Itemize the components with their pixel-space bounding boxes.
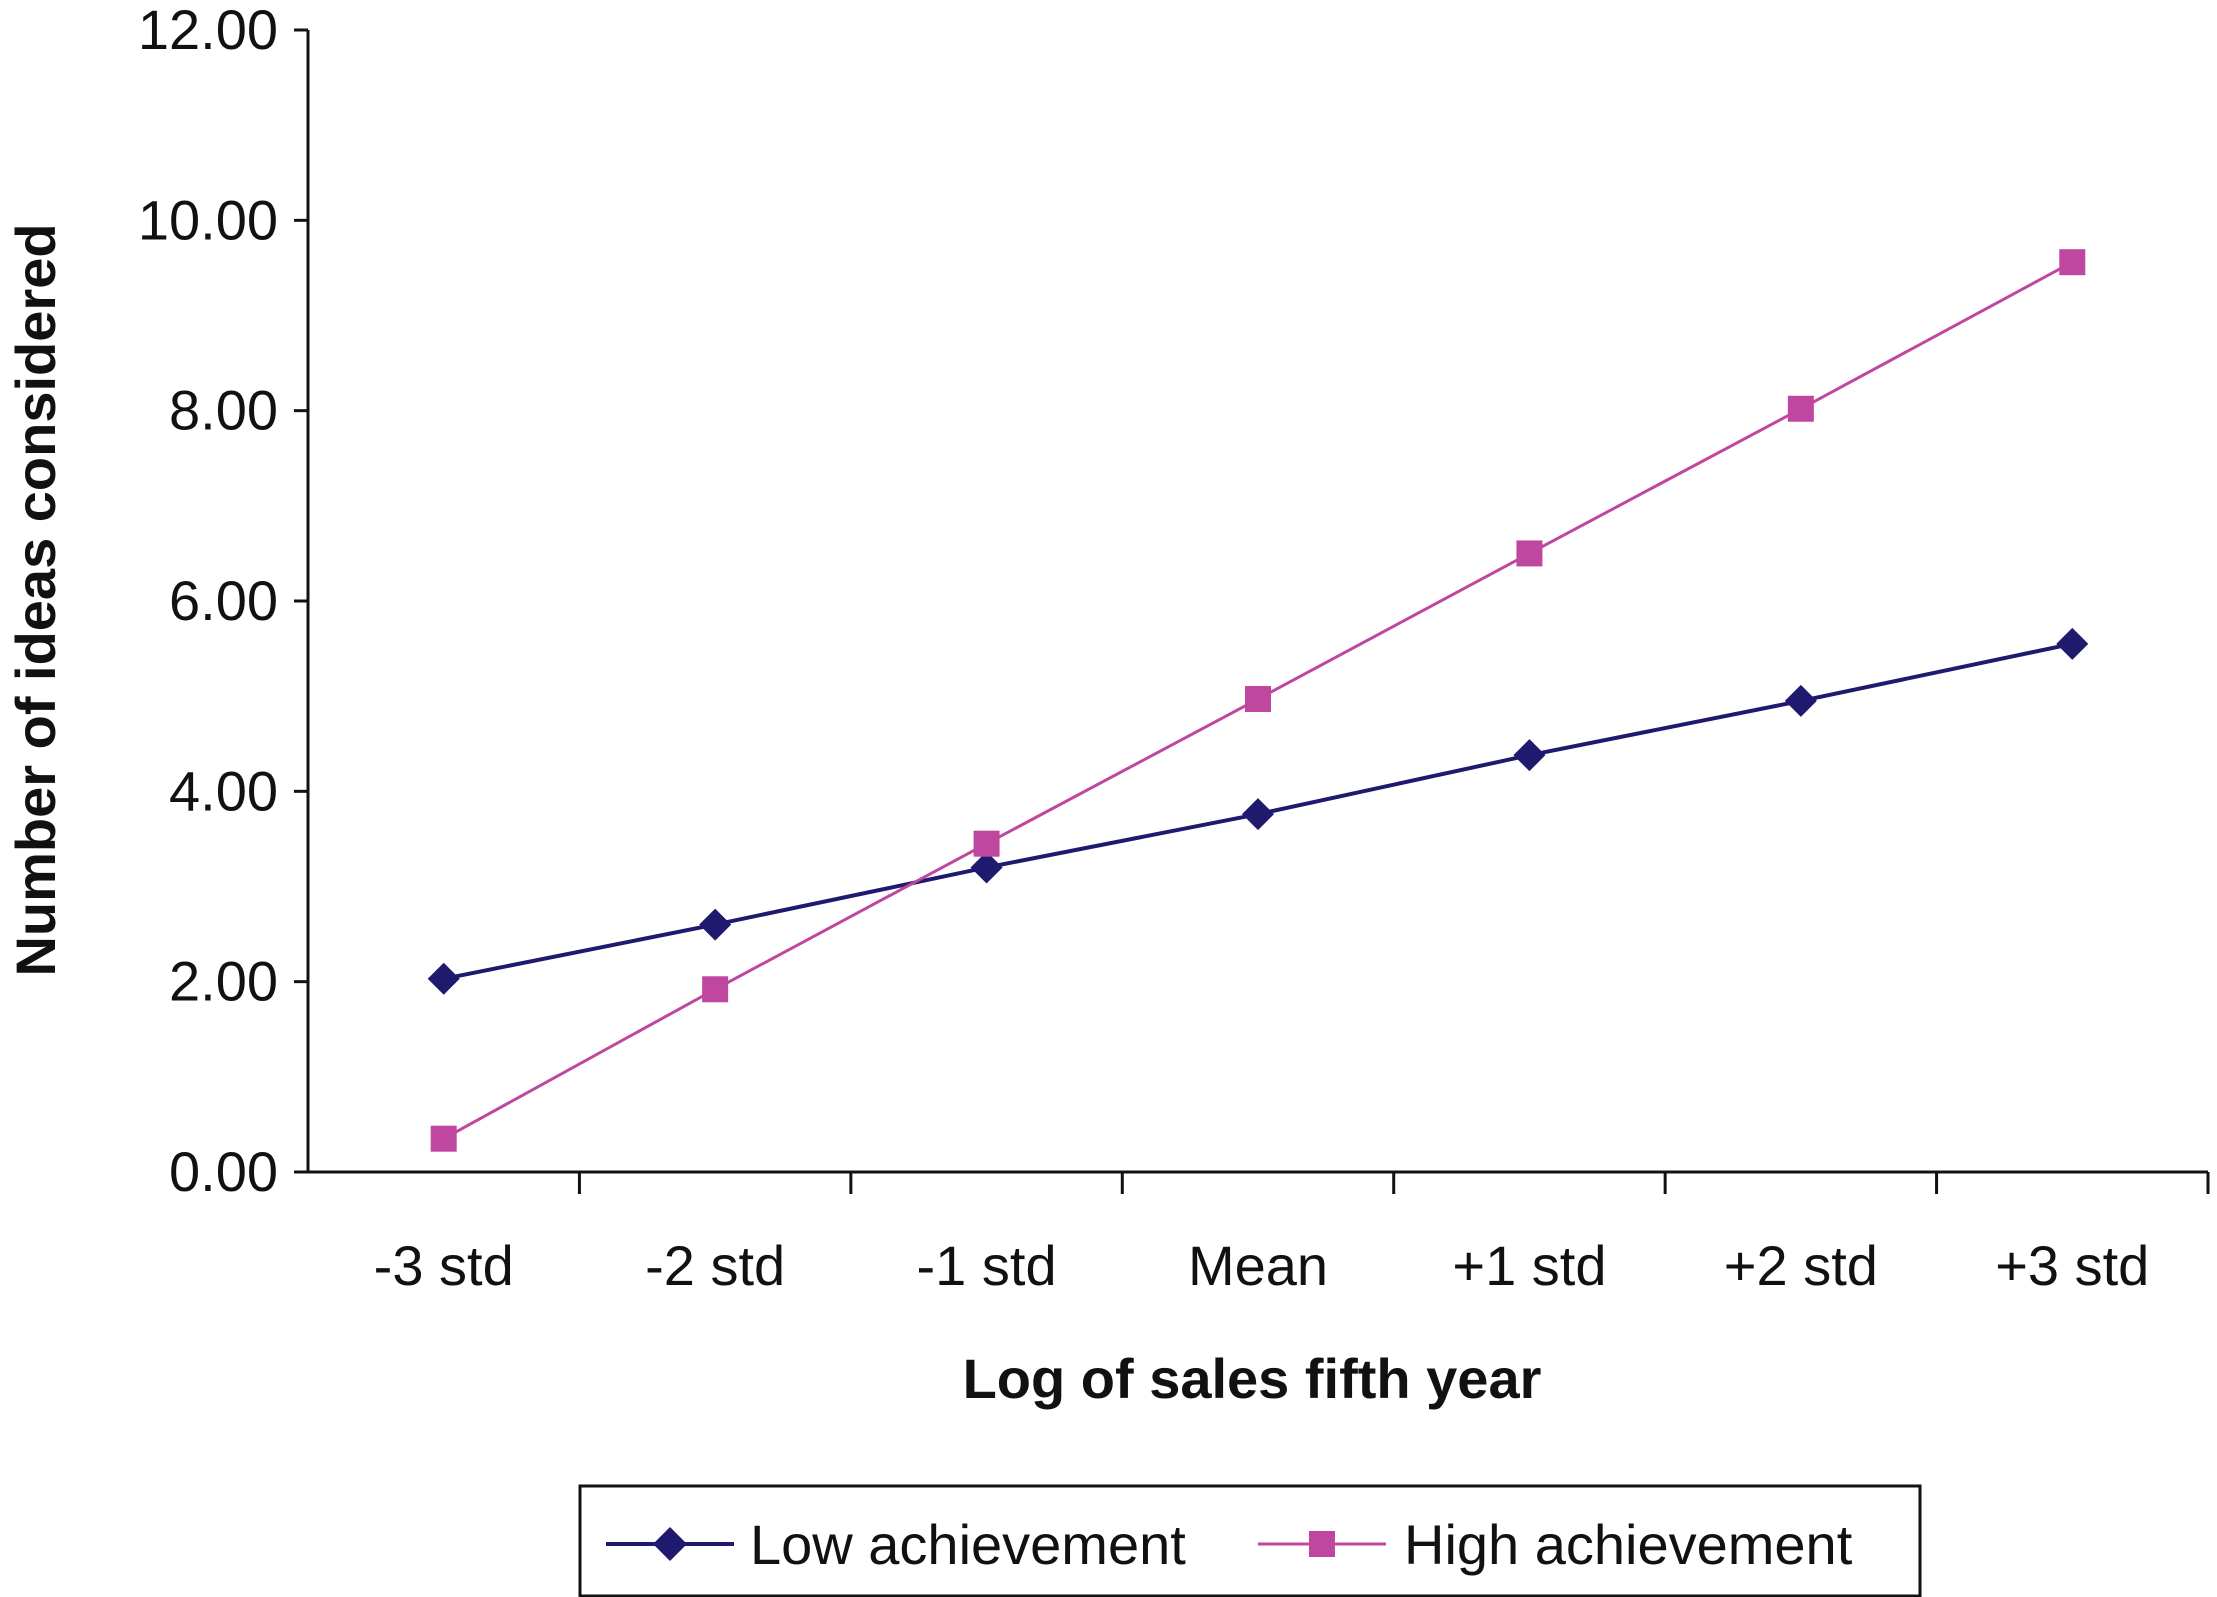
x-tick-label: +2 std (1724, 1234, 1878, 1297)
point-high-achievement (1245, 686, 1271, 713)
point-high-achievement (2059, 249, 2086, 276)
y-tick-label: 6.00 (169, 569, 278, 632)
point-low-achievement (970, 851, 1003, 884)
point-low-achievement (1513, 739, 1546, 772)
x-ticks: -3 std -2 std -1 std Mean +1 std +2 std +3 std (374, 1172, 2210, 1297)
legend-box (578, 1484, 1922, 1597)
point-high-achievement (702, 976, 729, 1003)
y-tick-label: 10.00 (138, 188, 278, 251)
point-low-achievement (1784, 684, 1817, 717)
point-low-achievement (427, 962, 460, 995)
point-high-achievement (1787, 395, 1814, 422)
y-tick-label: 8.00 (169, 379, 278, 442)
y-tick-label: 4.00 (169, 759, 278, 822)
point-high-achievement (430, 1125, 457, 1152)
x-tick-label: -2 std (645, 1234, 785, 1297)
x-tick-label: +1 std (1452, 1234, 1606, 1297)
legend-label-high-achievement: High achievement (1404, 1513, 1853, 1576)
legend-item-low-achievement: Low achievement (606, 1513, 1186, 1576)
point-low-achievement (699, 908, 732, 941)
y-tick-label: 12.00 (138, 0, 278, 61)
legend-label-low-achievement: Low achievement (750, 1513, 1186, 1576)
x-tick-label: -3 std (374, 1234, 514, 1297)
legend-item-high-achievement: High achievement (1258, 1513, 1853, 1576)
legend: Low achievement High achievement (578, 1484, 1922, 1597)
point-high-achievement (1516, 540, 1543, 567)
y-tick-label: 2.00 (169, 950, 278, 1013)
point-low-achievement (2056, 627, 2089, 660)
y-axis-title: Number of ideas considered (4, 223, 67, 976)
legend-marker-low-achievement (653, 1527, 687, 1561)
y-ticks: 0.00 2.00 4.00 6.00 8.00 10.00 12.00 (138, 0, 308, 1203)
point-low-achievement (1242, 798, 1274, 831)
y-tick-label: 0.00 (169, 1140, 278, 1203)
plot-area: 0.00 2.00 4.00 6.00 8.00 10.00 12.00 -3 std -2 … (138, 0, 2210, 1297)
x-axis-title: Log of sales fifth year (963, 1347, 1542, 1410)
x-tick-label: -1 std (917, 1234, 1057, 1297)
point-high-achievement (973, 830, 1000, 857)
x-tick-label: Mean (1188, 1234, 1328, 1297)
series-layer (427, 249, 2089, 1152)
x-tick-label: +3 std (1995, 1234, 2149, 1297)
legend-marker-high-achievement (1309, 1531, 1335, 1557)
